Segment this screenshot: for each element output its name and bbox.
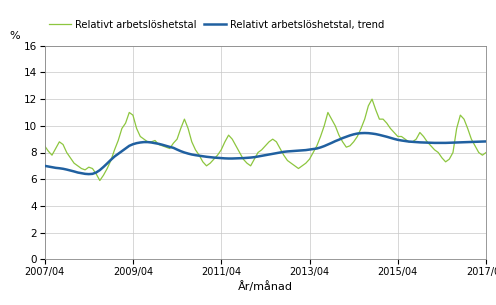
Relativt arbetslöshetstal xyxy=(86,165,92,169)
Relativt arbetslöshetstal, trend xyxy=(89,172,95,176)
Relativt arbetslöshetstal, trend xyxy=(461,140,467,144)
Relativt arbetslöshetstal xyxy=(148,140,154,144)
Relativt arbetslöshetstal xyxy=(321,124,327,127)
Relativt arbetslöshetstal, trend xyxy=(86,172,92,176)
Line: Relativt arbetslöshetstal: Relativt arbetslöshetstal xyxy=(45,99,486,181)
Relativt arbetslöshetstal xyxy=(369,97,375,101)
Text: %: % xyxy=(9,31,20,41)
Relativt arbetslöshetstal, trend xyxy=(362,131,368,135)
Line: Relativt arbetslöshetstal, trend: Relativt arbetslöshetstal, trend xyxy=(45,133,486,174)
Relativt arbetslöshetstal xyxy=(483,151,489,154)
Relativt arbetslöshetstal xyxy=(42,144,48,148)
Relativt arbetslöshetstal xyxy=(343,145,349,149)
Legend: Relativt arbetslöshetstal, Relativt arbetslöshetstal, trend: Relativt arbetslöshetstal, Relativt arbe… xyxy=(45,16,388,34)
Relativt arbetslöshetstal, trend xyxy=(148,141,154,144)
X-axis label: År/månad: År/månad xyxy=(238,281,293,292)
Relativt arbetslöshetstal xyxy=(461,117,467,121)
Relativt arbetslöshetstal, trend xyxy=(483,140,489,143)
Relativt arbetslöshetstal xyxy=(97,179,103,182)
Relativt arbetslöshetstal, trend xyxy=(233,156,239,160)
Relativt arbetslöshetstal xyxy=(233,144,239,148)
Relativt arbetslöshetstal, trend xyxy=(343,135,349,138)
Relativt arbetslöshetstal, trend xyxy=(42,164,48,168)
Relativt arbetslöshetstal, trend xyxy=(321,144,327,148)
